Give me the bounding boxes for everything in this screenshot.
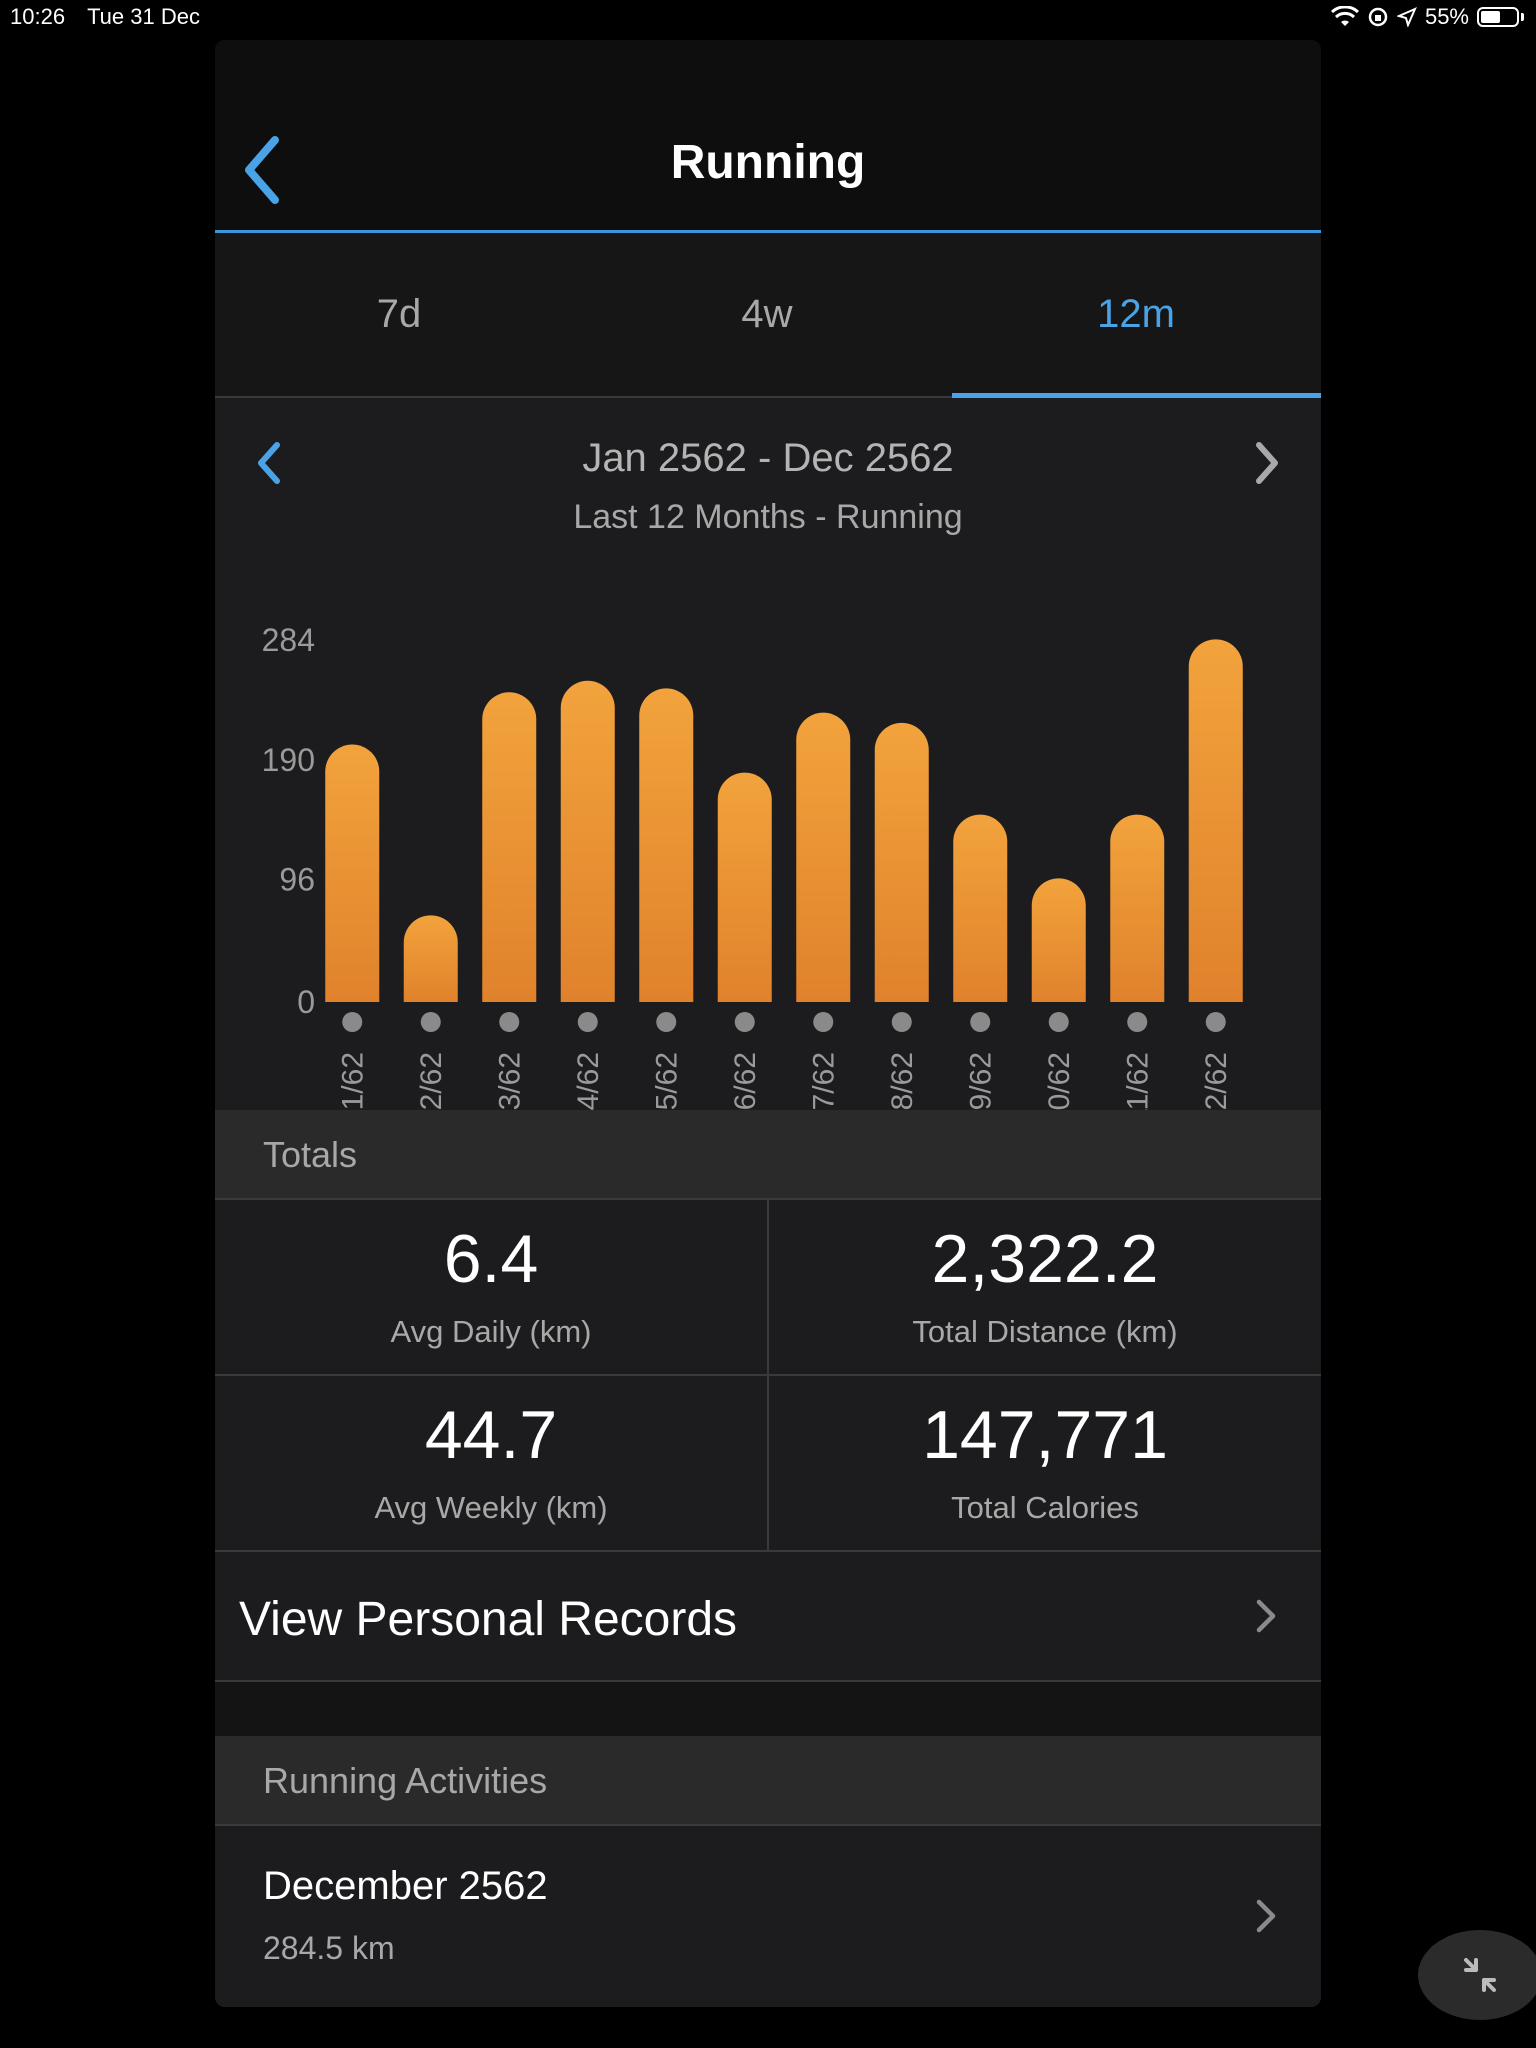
status-right: 55% bbox=[1330, 4, 1524, 30]
back-button[interactable] bbox=[235, 130, 295, 210]
view-personal-records-row[interactable]: View Personal Records bbox=[215, 1552, 1321, 1682]
x-marker-dot bbox=[1205, 1012, 1226, 1032]
x-tick-label: 3/62 bbox=[493, 1052, 526, 1110]
x-tick-label: 9/62 bbox=[964, 1052, 997, 1110]
totals-header: Totals bbox=[215, 1110, 1321, 1200]
x-tick-label: 5/62 bbox=[650, 1052, 683, 1110]
x-marker-dot bbox=[656, 1012, 677, 1032]
x-tick-label: 8/62 bbox=[886, 1052, 919, 1110]
period-navigator: Jan 2562 - Dec 2562 Last 12 Months - Run… bbox=[215, 398, 1321, 548]
stat-label: Total Calories bbox=[951, 1490, 1139, 1525]
x-marker-dot bbox=[342, 1012, 363, 1032]
y-tick-label: 0 bbox=[297, 984, 315, 1020]
stat-label: Avg Weekly (km) bbox=[374, 1490, 608, 1525]
x-marker-dot bbox=[420, 1012, 441, 1032]
battery-percent: 55% bbox=[1424, 4, 1469, 29]
stat-value: 2,322.2 bbox=[931, 1221, 1159, 1297]
next-period-button[interactable] bbox=[1241, 433, 1291, 493]
bar-1/62[interactable] bbox=[325, 744, 380, 1002]
bar-12/62[interactable] bbox=[1188, 639, 1243, 1002]
status-time: 10:26 bbox=[10, 4, 66, 29]
running-activities-header: Running Activities bbox=[215, 1736, 1321, 1826]
section-spacer bbox=[215, 1682, 1321, 1736]
stat-label: Avg Daily (km) bbox=[390, 1314, 592, 1349]
wifi-icon bbox=[1330, 6, 1359, 26]
stat-avg-daily: 6.4 Avg Daily (km) bbox=[215, 1200, 767, 1376]
x-marker-dot bbox=[499, 1012, 520, 1032]
x-tick-label: 4/62 bbox=[572, 1052, 605, 1110]
bar-9/62[interactable] bbox=[953, 814, 1008, 1002]
page-title: Running bbox=[670, 136, 866, 189]
location-icon bbox=[1396, 7, 1417, 27]
stat-value: 147,771 bbox=[922, 1397, 1168, 1473]
battery-icon bbox=[1477, 7, 1519, 27]
x-marker-dot bbox=[813, 1012, 834, 1032]
stat-label: Total Distance (km) bbox=[912, 1314, 1178, 1349]
collapse-button[interactable] bbox=[1418, 1930, 1536, 2020]
stat-avg-weekly: 44.7 Avg Weekly (km) bbox=[215, 1376, 767, 1552]
nav-bar: Running bbox=[215, 40, 1321, 233]
orientation-lock-icon bbox=[1368, 7, 1388, 27]
active-tab-indicator bbox=[952, 393, 1321, 398]
bar-4/62[interactable] bbox=[560, 680, 615, 1002]
monthly-distance-chart: 0 96 190 284 1/62 2/62 3/62 4/62 5/62 6/62 7/62 8/… bbox=[262, 622, 1243, 1127]
bar-6/62[interactable] bbox=[717, 772, 772, 1002]
totals-header-label: Totals bbox=[263, 1134, 358, 1175]
x-marker-dot bbox=[1048, 1012, 1069, 1032]
bar-10/62[interactable] bbox=[1031, 878, 1086, 1002]
x-tick-label: 2/62 bbox=[415, 1052, 448, 1110]
bar-2/62[interactable] bbox=[403, 915, 458, 1002]
bar-3/62[interactable] bbox=[482, 692, 537, 1002]
bar-8/62[interactable] bbox=[874, 722, 929, 1002]
y-tick-label: 284 bbox=[262, 622, 315, 658]
tab-12m[interactable]: 12m bbox=[1097, 292, 1175, 336]
tab-7d[interactable]: 7d bbox=[376, 292, 422, 336]
activity-month-distance: 284.5 km bbox=[263, 1930, 395, 1966]
bar-5/62[interactable] bbox=[639, 688, 694, 1002]
x-tick-label: 1/62 bbox=[336, 1052, 369, 1110]
y-tick-label: 96 bbox=[279, 862, 315, 898]
x-tick-label: 6/62 bbox=[729, 1052, 762, 1110]
period-subtitle: Last 12 Months - Running bbox=[573, 498, 963, 536]
bar-11/62[interactable] bbox=[1110, 814, 1165, 1002]
chevron-right-icon bbox=[1256, 1599, 1276, 1633]
x-marker-dot bbox=[577, 1012, 598, 1032]
app-panel: Running 7d 4w 12m Jan 2562 - Dec 2562 La… bbox=[215, 40, 1321, 2007]
status-date: Tue 31 Dec bbox=[87, 4, 200, 29]
x-marker-dot bbox=[734, 1012, 755, 1032]
x-marker-dot bbox=[1127, 1012, 1148, 1032]
battery-tip bbox=[1521, 13, 1524, 21]
x-marker-dot bbox=[891, 1012, 912, 1032]
status-bar: 10:26 Tue 31 Dec 55% bbox=[0, 0, 1536, 36]
stat-total-distance: 2,322.2 Total Distance (km) bbox=[769, 1200, 1321, 1376]
stat-total-calories: 147,771 Total Calories bbox=[769, 1376, 1321, 1552]
collapse-icon bbox=[1464, 1958, 1496, 1992]
totals-grid: 6.4 Avg Daily (km) 2,322.2 Total Distanc… bbox=[215, 1200, 1321, 1552]
period-range: Jan 2562 - Dec 2562 bbox=[582, 436, 954, 480]
stat-value: 44.7 bbox=[424, 1397, 558, 1473]
battery-level bbox=[1481, 11, 1500, 23]
x-tick-label: 7/62 bbox=[807, 1052, 840, 1110]
stat-value: 6.4 bbox=[443, 1221, 539, 1297]
view-personal-records-label: View Personal Records bbox=[239, 1593, 738, 1646]
activity-month-row[interactable]: December 2562 284.5 km bbox=[215, 1826, 1321, 2007]
activity-month-title: December 2562 bbox=[263, 1864, 548, 1908]
running-activities-header-label: Running Activities bbox=[263, 1760, 548, 1801]
grid-divider bbox=[767, 1200, 769, 1552]
period-tabs: 7d 4w 12m bbox=[215, 233, 1321, 398]
bar-7/62[interactable] bbox=[796, 712, 851, 1002]
x-marker-dot bbox=[970, 1012, 991, 1032]
y-tick-label: 190 bbox=[262, 742, 315, 778]
previous-period-button[interactable] bbox=[245, 433, 295, 493]
chevron-right-icon bbox=[1256, 1899, 1276, 1933]
status-left: 10:26 Tue 31 Dec bbox=[10, 4, 200, 30]
tab-4w[interactable]: 4w bbox=[741, 292, 793, 336]
